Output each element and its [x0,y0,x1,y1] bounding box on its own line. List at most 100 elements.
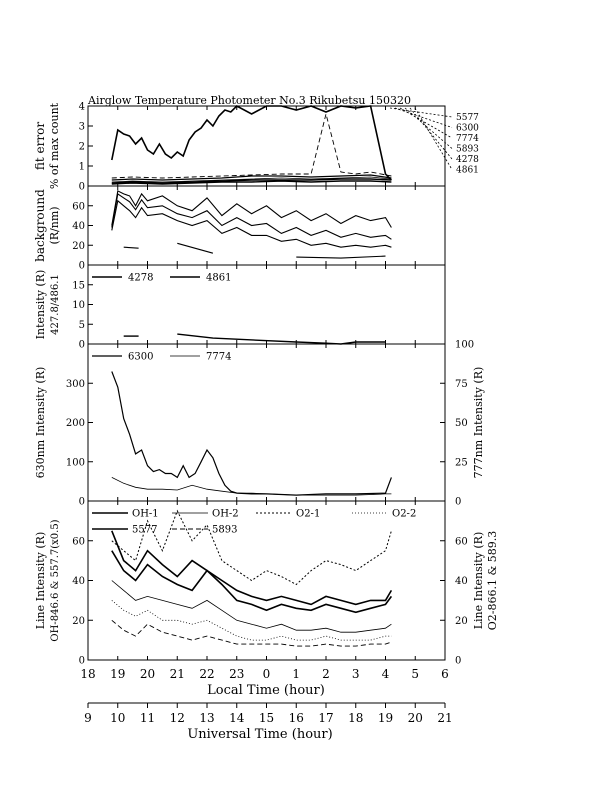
legend-label: 5893 [212,525,237,536]
legend-leader [389,107,453,118]
y-tick-label: 60 [72,201,85,212]
series-line [111,113,392,179]
series-line [111,600,392,641]
series-line [177,333,386,345]
series-line [177,242,214,254]
x-tick-label: 2 [322,667,330,681]
y-tick-label: 300 [66,379,85,390]
x-tick-label: 6 [441,667,449,681]
ut-tick-label: 14 [229,711,245,725]
y-right-tick-label: 50 [455,418,468,429]
y-right-tick-label: 75 [455,379,468,390]
series-line [111,178,392,184]
ut-tick-label: 18 [348,711,363,725]
legend-label: 4861 [206,273,231,284]
y-axis-label-2: (R/nm) [48,206,61,244]
y-tick-label: 100 [66,457,85,468]
y-right-tick-label: 25 [455,457,468,468]
x-tick-label: 23 [229,667,244,681]
series-line [111,180,392,185]
ut-tick-label: 20 [408,711,423,725]
x-axis-label: Local Time (hour) [207,683,325,698]
x-tick-label: 1 [292,667,300,681]
ut-tick-label: 9 [84,711,92,725]
legend-label: OH-2 [212,509,239,520]
y-right-axis-label-2: O2-866.1 & 589.3 [486,531,499,631]
x-tick-label: 3 [352,667,360,681]
y-tick-label: 40 [72,576,85,587]
x-tick-label: 0 [263,667,271,681]
ut-tick-label: 11 [140,711,155,725]
legend-label: 7774 [206,352,231,363]
x-tick-label: 5 [411,667,419,681]
legend-label: 6300 [456,124,479,134]
y-tick-label: 3 [79,122,85,133]
series-line [111,580,392,633]
series-line [111,530,393,606]
series-line [296,255,386,259]
panel-frame [87,105,446,187]
legend-leader [414,107,453,170]
legend-label: O2-2 [392,509,416,520]
series-line [111,477,392,496]
y-tick-label: 0 [79,656,85,667]
legend-label: 5893 [456,145,479,155]
series-line [111,509,392,586]
series-line [111,619,392,647]
legend-label: 5577 [456,113,479,123]
y-right-tick-label: 100 [455,340,474,351]
series-line [111,105,392,181]
legend-label: 4861 [456,166,479,176]
series-line [111,550,393,614]
y-right-axis-label: 777nm Intensity (R) [472,367,485,479]
legend-label: 4278 [456,155,479,165]
ut-tick-label: 16 [289,711,304,725]
panel-frame [87,185,446,266]
ut-tick-label: 10 [110,711,125,725]
y-axis-label: background [33,189,47,262]
y-tick-label: 2 [79,142,85,153]
ut-axis-label: Universal Time (hour) [187,727,332,742]
y-right-tick-label: 0 [455,656,461,667]
ut-tick-label: 19 [378,711,393,725]
series-line [111,192,392,240]
ut-tick-label: 12 [170,711,185,725]
y-tick-label: 60 [72,536,85,547]
x-tick-label: 19 [110,667,125,681]
y-tick-label: 4 [79,102,85,113]
y-tick-label: 0 [79,261,85,272]
y-tick-label: 10 [72,300,85,311]
y-tick-label: 5 [79,320,85,331]
ut-tick-label: 17 [318,711,333,725]
x-tick-label: 21 [170,667,185,681]
legend-label: 7774 [456,134,479,144]
x-tick-label: 20 [140,667,155,681]
y-right-tick-label: 40 [455,576,468,587]
y-tick-label: 1 [79,162,85,173]
y-tick-label: 20 [72,616,85,627]
series-line [111,371,392,496]
y-tick-label: 0 [79,497,85,508]
y-right-tick-label: 0 [455,497,461,508]
y-axis-label: fit error [33,122,47,170]
y-axis-label: 630nm Intensity (R) [34,367,47,479]
y-right-tick-label: 60 [455,536,468,547]
series-line [111,176,392,183]
y-tick-label: 20 [72,241,85,252]
y-tick-label: 40 [72,221,85,232]
y-tick-label: 0 [79,340,85,351]
legend-leader [409,107,453,160]
y-tick-label: 15 [72,280,85,291]
series-line [111,190,392,228]
y-axis-label: Line Intensity (R) [34,532,47,630]
ut-tick-label: 21 [437,711,452,725]
legend-label: OH-1 [132,509,159,520]
x-tick-label: 22 [199,667,214,681]
legend-label: 6300 [128,352,153,363]
y-axis-label-2: OH-846.6 & 557.7(x0.5) [50,519,61,641]
y-tick-label: 200 [66,418,85,429]
chart-title: Airglow Temperature Photometer No.3 Riku… [87,94,411,107]
